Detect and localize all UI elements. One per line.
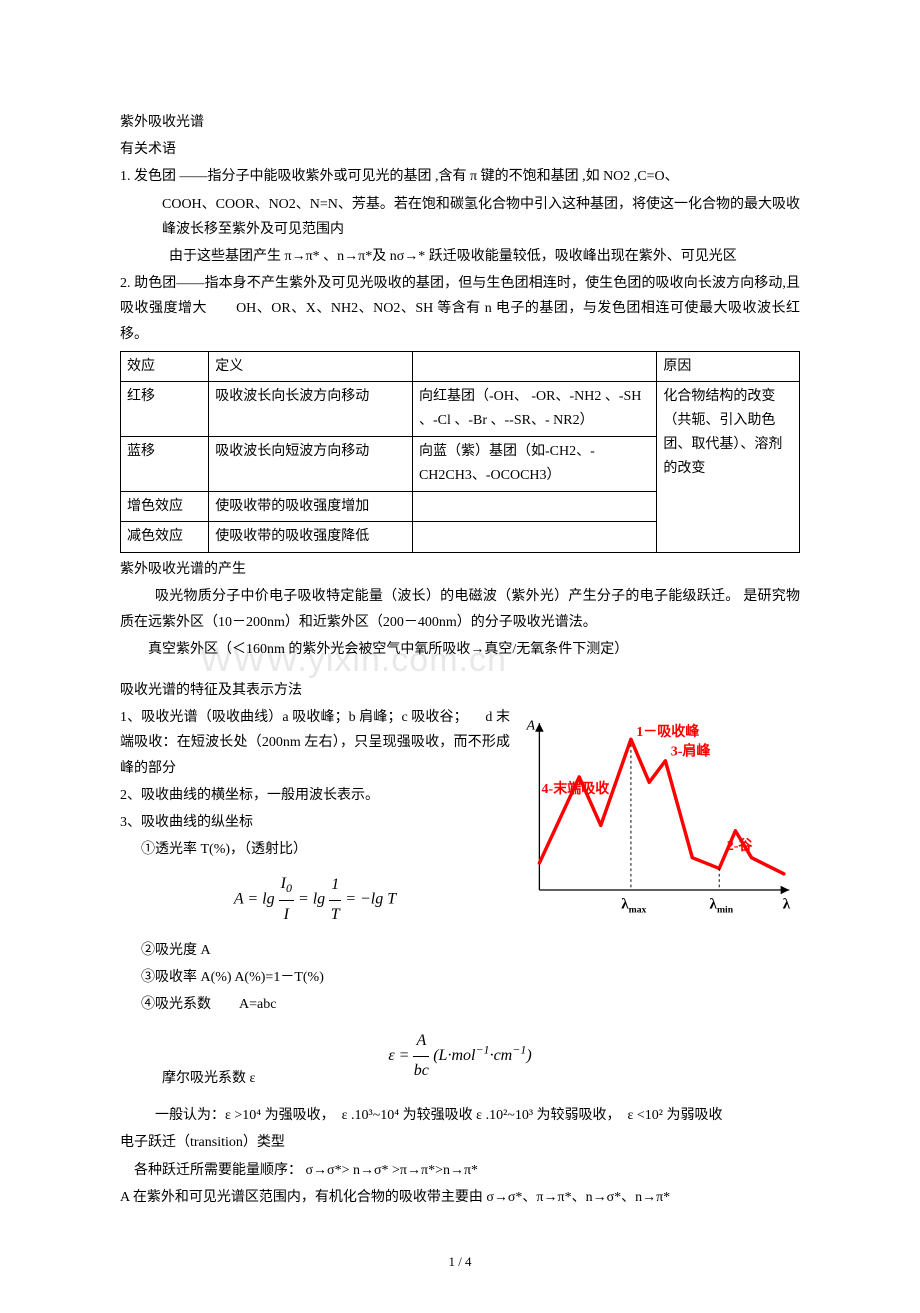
table-row: 红移 吸收波长向长波方向移动 向红基团（-OH、 -OR、-NH2 、-SH 、…	[121, 382, 800, 437]
lmax: λmax	[621, 897, 646, 916]
cell: 红移	[121, 382, 209, 437]
cell: 吸收波长向短波方向移动	[209, 437, 413, 492]
th-cause: 原因	[657, 351, 800, 382]
spec-row: 1、吸收光谱（吸收曲线）a 吸收峰；b 肩峰；c 吸收谷； d 末端吸收：在短波…	[120, 705, 800, 1019]
term1-num: 1.	[120, 169, 131, 184]
spec3-note: 一般认为：ε >10⁴ 为强吸收， ε .10³~10⁴ 为较强吸收 ε .10…	[120, 1103, 800, 1128]
spec3: 3、吸收曲线的纵坐标	[120, 810, 510, 835]
cell: 增色效应	[121, 491, 209, 522]
title: 紫外吸收光谱	[120, 110, 800, 135]
term1-text1: 发色团 ——指分子中能吸收紫外或可见光的基团 ,含有 π 键的不饱和基团 ,如 …	[134, 169, 679, 184]
th-def: 定义	[209, 351, 413, 382]
cell-cause-merged: 化合物结构的改变（共轭、引入助色团、取代基）、溶剂的改变	[657, 382, 800, 553]
spec2: 2、吸收曲线的横坐标，一般用波长表示。	[120, 783, 510, 808]
cell: 使吸收带的吸收强度增加	[209, 491, 413, 522]
label-valley: 2-谷	[727, 838, 754, 854]
spacer	[120, 1093, 800, 1103]
y-arrow-icon	[535, 723, 544, 732]
cell: 向红基团（-OH、 -OR、-NH2 、-SH 、-Cl 、-Br 、--SR、…	[412, 382, 656, 437]
spec3-1: ①透光率 T(%)，（透射比）	[120, 837, 510, 862]
section2-p1: 吸光物质分子中价电子吸收特定能量（波长）的电磁波（紫外光）产生分子的电子能级跃迁…	[120, 584, 800, 634]
section2-title: 紫外吸收光谱的产生	[120, 557, 800, 582]
label-peak: 1－吸收峰	[636, 723, 700, 740]
spectrum-chart: A 1－吸收峰 3-肩峰 4-末端吸收 2-谷 λmax λmin λ	[520, 705, 800, 944]
term1-line1: 1. 发色团 ——指分子中能吸收紫外或可见光的基团 ,含有 π 键的不饱和基团 …	[120, 164, 800, 189]
lambda: λ	[783, 897, 791, 913]
cell: 向蓝（紫）基团（如-CH2、-CH2CH3、-OCOCH3）	[412, 437, 656, 492]
section4-title: 电子跃迁（transition）类型	[120, 1130, 800, 1155]
lmin: λmin	[710, 897, 734, 916]
cell	[412, 491, 656, 522]
spec3-3: ③吸收率 A(%) A(%)=1－T(%)	[120, 965, 510, 990]
cell	[412, 522, 656, 553]
section3-title: 吸收光谱的特征及其表示方法	[120, 678, 800, 703]
th-blank	[412, 351, 656, 382]
table-row: 效应 定义 原因	[121, 351, 800, 382]
label-terminal: 4-末端吸收	[542, 780, 611, 797]
formula-A: A = lg I0I = lg 1T = −lg T	[120, 870, 510, 930]
cell: 吸收波长向长波方向移动	[209, 382, 413, 437]
spectrum-svg: A 1－吸收峰 3-肩峰 4-末端吸收 2-谷 λmax λmin λ	[520, 705, 800, 935]
term1-line3: 由于这些基团产生 π→π* 、n→π*及 nσ→* 跃迁吸收能量较低，吸收峰出现…	[120, 244, 800, 269]
subtitle: 有关术语	[120, 137, 800, 162]
x-arrow-icon	[781, 886, 790, 895]
section4-p1: 各种跃迁所需要能量顺序： σ→σ*> n→σ* >π→π*>n→π*	[120, 1158, 800, 1183]
effects-table: 效应 定义 原因 红移 吸收波长向长波方向移动 向红基团（-OH、 -OR、-N…	[120, 351, 800, 554]
y-label: A	[525, 719, 535, 734]
term2-text: 助色团——指本身不产生紫外及可见光吸收的基团，但与生色团相连时，使生色团的吸收向…	[120, 276, 800, 341]
spec-text-col: 1、吸收光谱（吸收曲线）a 吸收峰；b 肩峰；c 吸收谷； d 末端吸收：在短波…	[120, 705, 510, 1019]
section2-p2: 真空紫外区（＜160nm 的紫外光会被空气中氧所吸收→真空/无氧条件下测定）	[120, 637, 800, 662]
label-shoulder: 3-肩峰	[671, 743, 712, 760]
term2-num: 2.	[120, 276, 131, 291]
section4-p2: A 在紫外和可见光谱区范围内，有机化合物的吸收带主要由 σ→σ*、π→π*、n→…	[120, 1185, 800, 1210]
th-effect: 效应	[121, 351, 209, 382]
page-number: 1 / 4	[120, 1250, 800, 1273]
cell: 减色效应	[121, 522, 209, 553]
spec3-2: ②吸光度 A	[120, 938, 510, 963]
cell: 蓝移	[121, 437, 209, 492]
page-content: 紫外吸收光谱 有关术语 1. 发色团 ——指分子中能吸收紫外或可见光的基团 ,含…	[120, 110, 800, 1273]
term1-line2: COOH、COOR、NO2、N=N、芳基。若在饱和碳氢化合物中引入这种基团，将使…	[120, 192, 800, 242]
term2: 2. 助色团——指本身不产生紫外及可见光吸收的基团，但与生色团相连时，使生色团的…	[120, 271, 800, 347]
cell: 使吸收带的吸收强度降低	[209, 522, 413, 553]
spacer	[120, 664, 800, 678]
spec3-4: ④吸光系数 A=abc	[120, 992, 510, 1017]
spec1: 1、吸收光谱（吸收曲线）a 吸收峰；b 肩峰；c 吸收谷； d 末端吸收：在短波…	[120, 705, 510, 781]
